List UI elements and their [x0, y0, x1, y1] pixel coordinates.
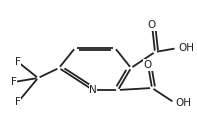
- Text: O: O: [144, 60, 152, 70]
- Text: F: F: [15, 97, 21, 107]
- Text: F: F: [15, 57, 21, 67]
- Text: O: O: [148, 20, 156, 30]
- Text: F: F: [11, 77, 17, 87]
- Text: OH: OH: [175, 98, 191, 108]
- Text: OH: OH: [178, 43, 194, 53]
- Text: N: N: [89, 85, 97, 95]
